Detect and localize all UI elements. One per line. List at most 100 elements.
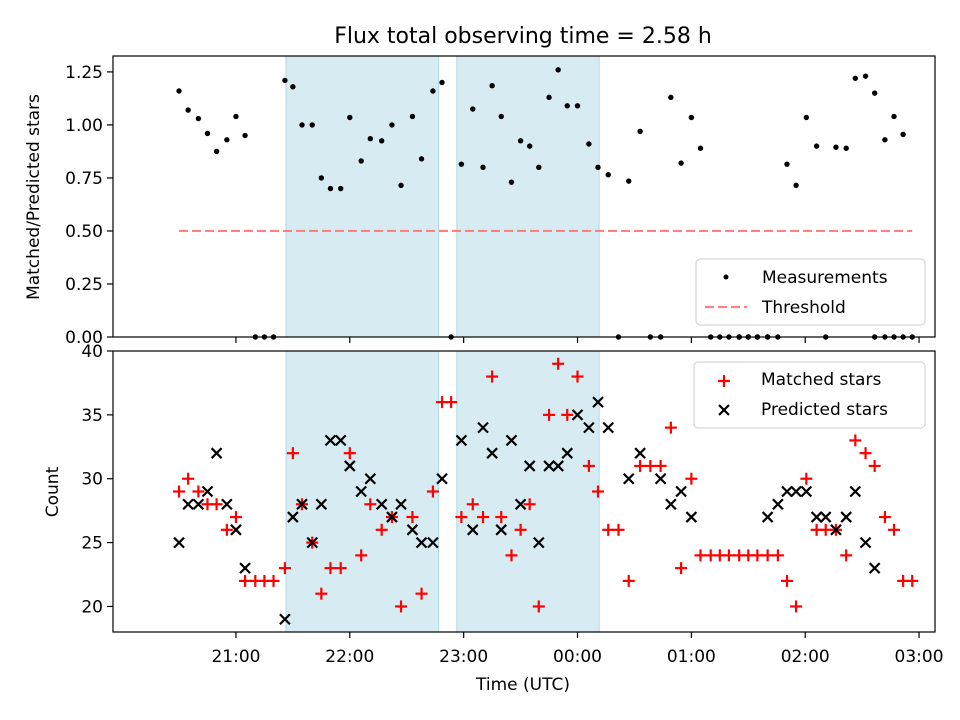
predicted-star-point <box>533 536 545 549</box>
predicted-star-point <box>654 472 667 485</box>
predicted-star-point <box>427 536 439 549</box>
y-tick-label: 1.00 <box>65 116 103 136</box>
y-tick-label: 30 <box>81 470 103 490</box>
matched-star-point <box>375 523 388 536</box>
measurement-point <box>378 138 385 144</box>
y-tick-label: 0.00 <box>65 328 103 348</box>
measurement-point <box>327 185 334 192</box>
matched-star-point <box>278 562 291 575</box>
matched-star-point <box>602 523 615 536</box>
measurement-point <box>367 136 374 142</box>
measurement-point <box>185 107 191 113</box>
predicted-star-point <box>772 498 784 511</box>
matched-star-point <box>455 511 468 524</box>
matched-star-point <box>466 498 479 511</box>
matched-star-point <box>324 562 337 575</box>
matched-star-point <box>571 370 584 383</box>
matched-star-point <box>761 549 774 562</box>
predicted-star-point <box>543 460 555 472</box>
measurement-point <box>784 161 790 167</box>
predicted-star-point <box>810 511 823 523</box>
predicted-star-point <box>279 613 291 626</box>
x-tick-label: 00:00 <box>553 647 602 667</box>
measurement-point <box>564 103 570 109</box>
predicted-star-point <box>685 511 698 523</box>
matched-star-point <box>644 459 657 472</box>
predicted-star-point <box>561 447 574 459</box>
measurement-point <box>678 160 684 166</box>
matched-star-point <box>622 574 635 587</box>
measurement-point <box>489 82 495 89</box>
matched-star-point <box>634 459 647 472</box>
measurement-point <box>688 114 695 121</box>
matched-star-point <box>210 498 223 511</box>
matched-star-point <box>859 447 872 460</box>
matched-star-point <box>239 574 252 587</box>
matched-star-point <box>906 574 919 587</box>
legend-threshold-label: Threshold <box>761 298 846 318</box>
measurement-point <box>900 131 906 138</box>
matched-star-point <box>523 498 536 511</box>
matched-star-point <box>592 485 605 498</box>
measurement-point <box>458 161 465 167</box>
ratio-plot-frame <box>112 55 936 338</box>
matched-star-point <box>426 485 439 498</box>
predicted-star-point <box>173 536 185 549</box>
measurement-point <box>309 122 315 128</box>
measurement-point <box>358 158 364 164</box>
x-tick-label: 21:00 <box>211 647 260 667</box>
predicted-star-point <box>830 524 842 536</box>
predicted-star-point <box>859 536 872 549</box>
count-x-ticks <box>235 632 920 638</box>
predicted-star-point <box>415 536 428 549</box>
x-tick-label: 03:00 <box>895 647 944 667</box>
predicted-star-point <box>675 485 687 498</box>
x-axis-tick-labels: 21:00 22:00 23:00 00:00 01:00 02:00 03:00 <box>211 647 943 667</box>
matched-star-point <box>415 587 428 600</box>
predicted-star-point <box>296 498 308 511</box>
matched-star-point <box>552 357 565 370</box>
predicted-star-point <box>781 485 793 498</box>
predicted-star-point <box>334 434 347 447</box>
matched-star-point <box>220 523 233 536</box>
matched-star-point <box>406 511 419 524</box>
measurement-point <box>480 164 486 171</box>
measurement-point <box>338 185 344 192</box>
predicted-star-point <box>192 498 205 511</box>
measurement-point <box>833 144 839 150</box>
matched-star-point <box>722 549 735 562</box>
measurement-point <box>668 94 674 101</box>
matched-star-point <box>751 549 764 562</box>
predicted-star-point <box>486 447 498 459</box>
y-tick-label: 25 <box>81 534 103 554</box>
predicted-star-point <box>819 511 832 523</box>
measurement-point <box>389 122 395 128</box>
legend-predicted-label: Predicted stars <box>761 400 888 420</box>
observing-window <box>456 350 600 633</box>
x-tick-label: 23:00 <box>439 647 488 667</box>
predicted-star-point <box>665 498 677 511</box>
measurement-point <box>204 130 211 137</box>
measurement-point <box>574 103 581 109</box>
x-tick-label: 02:00 <box>781 647 830 667</box>
y-tick-label: 35 <box>81 406 103 426</box>
count-y-axis-label: Count <box>43 466 63 517</box>
matched-star-point <box>182 472 195 485</box>
y-tick-label: 40 <box>81 342 103 362</box>
predicted-star-point <box>477 421 489 434</box>
predicted-star-point <box>406 524 419 536</box>
measurement-point <box>430 88 436 94</box>
predicted-star-point <box>495 524 508 536</box>
measurement-point <box>882 137 888 143</box>
measurement-point <box>852 75 859 81</box>
predicted-star-point <box>466 524 479 536</box>
measurement-point <box>418 156 425 162</box>
measurement-point <box>536 164 542 171</box>
predicted-star-point <box>239 562 251 574</box>
predicted-star-point <box>395 498 407 511</box>
count-legend: Matched stars Predicted stars <box>693 361 926 429</box>
measurement-point <box>347 114 353 121</box>
matched-star-point <box>771 549 784 562</box>
matched-star-point <box>612 523 625 536</box>
